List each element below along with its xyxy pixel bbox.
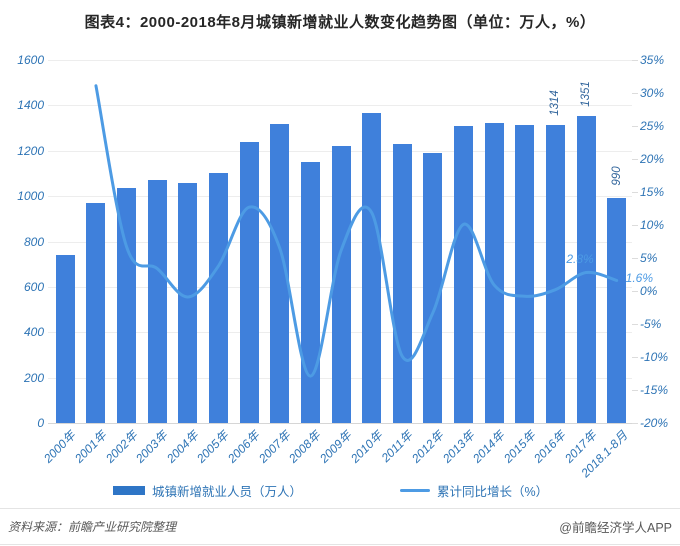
bar: [576, 116, 596, 423]
legend-item-line: 累计同比增长（%）: [400, 481, 548, 499]
bar: [331, 146, 351, 423]
bar: [208, 173, 228, 423]
right-axis-tick: [632, 258, 638, 259]
line-series-swatch-icon: [400, 488, 430, 492]
line-value-label: 2.8%: [566, 251, 594, 266]
y-axis-right-label: -5%: [640, 317, 662, 331]
legend: 城镇新增就业人员（万人） 累计同比增长（%）: [0, 481, 680, 499]
bar: [178, 182, 198, 423]
y-axis-right-label: 5%: [640, 251, 658, 265]
right-axis-tick: [632, 126, 638, 127]
bar: [300, 162, 320, 423]
y-axis-right-label: 20%: [640, 152, 665, 166]
bar: [454, 125, 474, 423]
y-axis-left-label: 400: [23, 325, 44, 340]
watermark: @前瞻经济学人APP: [559, 521, 672, 535]
y-axis-left-label: 200: [23, 370, 44, 385]
bar-series-swatch-icon: [113, 485, 145, 495]
y-axis-left-label: 1000: [17, 189, 44, 204]
bar: [86, 202, 106, 423]
y-axis-right-label: 25%: [640, 119, 665, 133]
right-axis-tick: [632, 60, 638, 61]
line-value-label: 1.6%: [625, 271, 654, 286]
y-axis-right-label: 15%: [640, 185, 665, 199]
right-axis-tick: [632, 291, 638, 292]
y-axis-right-label: -10%: [640, 350, 669, 364]
right-axis-tick: [632, 225, 638, 226]
bar-value-label: 1314: [549, 90, 562, 116]
bar: [423, 153, 443, 423]
gridline: [48, 105, 632, 107]
y-axis-right-label: -15%: [640, 383, 669, 397]
legend-label-line: 累计同比增长（%）: [437, 484, 549, 499]
y-axis-left-label: 1200: [17, 143, 44, 158]
right-axis-tick: [632, 159, 638, 160]
legend-label-bars: 城镇新增就业人员（万人）: [152, 484, 303, 499]
bar: [484, 123, 504, 423]
x-axis-line: [48, 423, 632, 424]
y-axis-left-label: 1600: [17, 53, 44, 67]
y-axis-left-label: 600: [23, 279, 44, 294]
right-axis-tick: [632, 192, 638, 193]
bar: [147, 180, 167, 423]
bar: [392, 143, 412, 423]
right-axis-tick: [632, 390, 638, 391]
bar: [270, 123, 290, 423]
bar: [545, 124, 565, 423]
y-axis-left-label: 1400: [17, 98, 44, 113]
right-axis-tick: [632, 357, 638, 358]
bar: [607, 198, 627, 423]
bar: [55, 255, 75, 423]
bar-value-label: 990: [610, 166, 623, 186]
y-axis-right-label: 30%: [640, 86, 665, 100]
y-axis-left-label: 800: [23, 234, 44, 249]
gridline: [48, 60, 632, 61]
chart-title: 图表4：2000-2018年8月城镇新增就业人数变化趋势图（单位：万人，%）: [84, 14, 596, 31]
legend-item-bars: 城镇新增就业人员（万人）: [113, 481, 302, 499]
y-axis-right-label: 35%: [640, 53, 665, 67]
bar: [362, 113, 382, 423]
bar: [117, 188, 137, 423]
footer: 资料来源：前瞻产业研究院整理 @前瞻经济学人APP: [0, 508, 680, 545]
y-axis-right-label: -20%: [640, 416, 669, 430]
y-axis-right-label: 10%: [640, 218, 665, 232]
right-axis-tick: [632, 93, 638, 94]
bar: [239, 141, 259, 423]
right-axis-tick: [632, 423, 638, 424]
y-axis-right-label: 0%: [640, 284, 658, 298]
bar-value-label: 1351: [580, 81, 593, 108]
bar: [515, 125, 535, 423]
y-axis-left-label: 0: [37, 416, 44, 430]
right-axis-tick: [632, 324, 638, 325]
source-note: 资料来源：前瞻产业研究院整理: [8, 520, 177, 534]
